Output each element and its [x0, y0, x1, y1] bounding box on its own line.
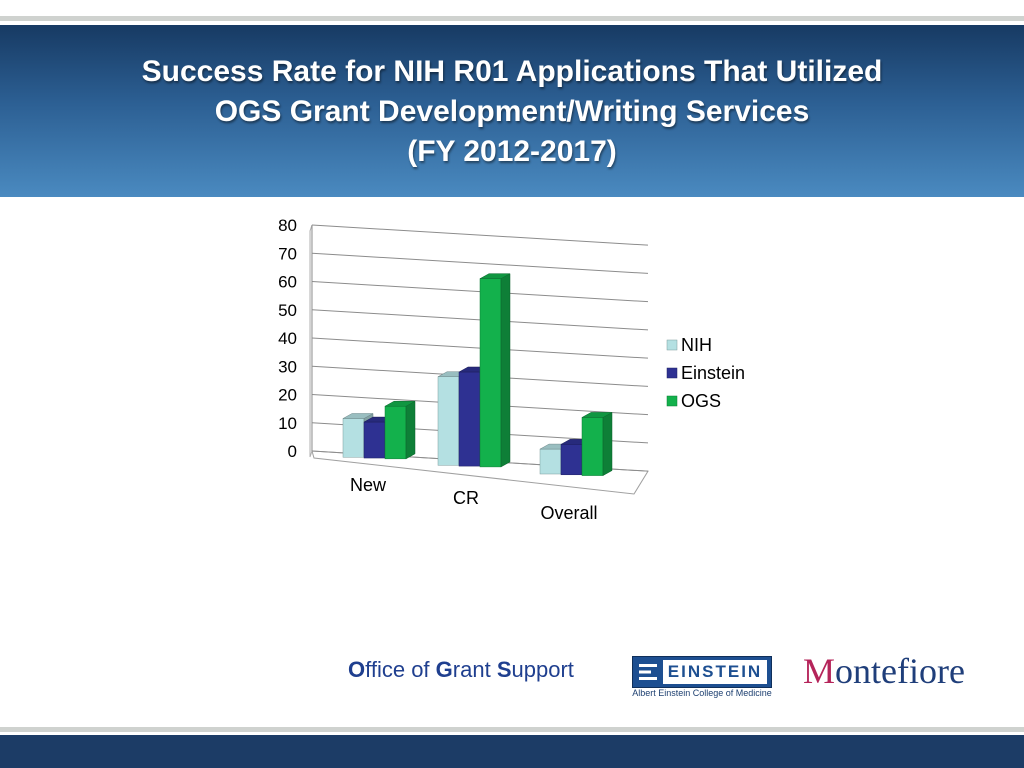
top-divider [0, 16, 1024, 21]
category-label-overall: Overall [540, 503, 597, 523]
y-tick-label: 80 [278, 216, 297, 235]
bar-ogs-cr-top [479, 273, 511, 279]
legend-label-nih: NIH [681, 335, 712, 355]
bar-ogs-cr-side [500, 273, 511, 468]
bar-einstein-cr [458, 371, 481, 467]
gridline [311, 224, 649, 246]
bar-einstein-overall [560, 444, 583, 476]
bar-ogs-cr [479, 278, 502, 468]
bar-ogs-new-side [405, 400, 416, 460]
bar-einstein-new [363, 421, 386, 459]
bar-ogs-overall [581, 417, 604, 476]
einstein-logo-word: EINSTEIN [663, 660, 767, 684]
slide-title: Success Rate for NIH R01 Applications Th… [0, 52, 1024, 172]
bar-nih-new-top [342, 413, 374, 419]
bar-ogs-new-top [384, 400, 416, 407]
einstein-logo: EINSTEIN Albert Einstein College of Medi… [632, 656, 772, 700]
legend-swatch-einstein [666, 367, 678, 379]
title-banner [0, 25, 1024, 197]
bar-nih-new [342, 418, 365, 458]
y-tick-label: 30 [278, 357, 297, 376]
y-tick-label: 50 [278, 301, 297, 320]
bar-nih-cr [437, 376, 460, 466]
legend-swatch-ogs [666, 395, 678, 407]
office-of-grant-support-text: Office of Grant Support [348, 657, 574, 682]
legend-label-einstein: Einstein [681, 363, 745, 383]
y-tick-label: 60 [278, 273, 297, 292]
y-tick-label: 20 [278, 386, 297, 405]
category-label-new: New [350, 475, 387, 495]
category-label-cr: CR [453, 488, 479, 508]
legend-swatch-nih [666, 339, 678, 351]
einstein-logo-subtitle: Albert Einstein College of Medicine [632, 688, 772, 698]
legend-label-ogs: OGS [681, 391, 721, 411]
title-line-3: (FY 2012-2017) [407, 135, 617, 168]
y-tick-label: 10 [278, 414, 297, 433]
y-tick-label: 70 [278, 244, 297, 263]
bar-ogs-overall-top [581, 412, 613, 418]
footer-band [0, 735, 1024, 768]
bar-ogs-new [384, 405, 407, 460]
gridline [311, 252, 649, 274]
bar-nih-overall [539, 448, 562, 475]
y-tick-label: 40 [278, 329, 297, 348]
montefiore-logo: Montefiore [803, 651, 965, 691]
einstein-mark-icon [636, 660, 660, 684]
title-line-1: Success Rate for NIH R01 Applications Th… [141, 55, 883, 88]
title-line-2: OGS Grant Development/Writing Services [214, 95, 810, 128]
bottom-divider [0, 727, 1024, 732]
y-tick-label: 0 [288, 442, 297, 461]
bar-ogs-overall-side [602, 412, 613, 476]
